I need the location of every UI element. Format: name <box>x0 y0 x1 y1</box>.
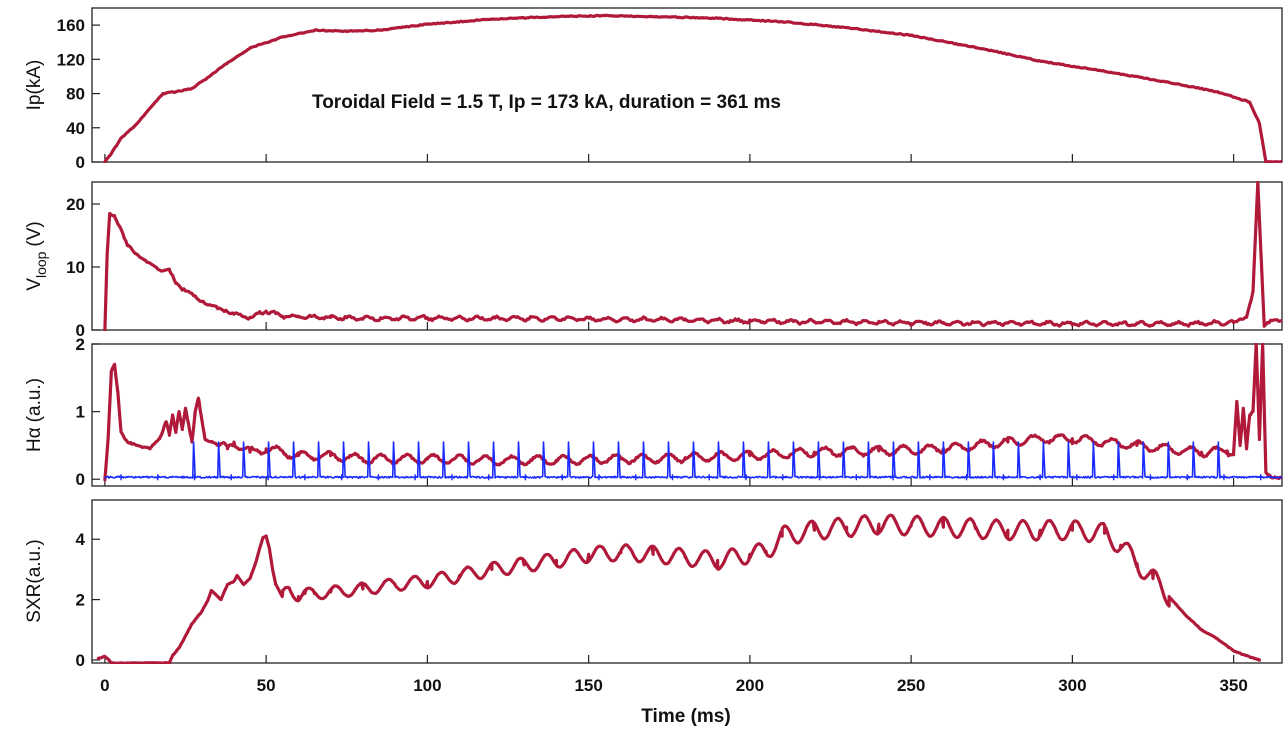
vloop-axis-label-sub: loop <box>33 251 49 278</box>
x-axis-label: Time (ms) <box>641 706 730 727</box>
vloop-series-0-line <box>103 181 1282 331</box>
plasma-annotation: Toroidal Field = 1.5 T, Ip = 173 kA, dur… <box>312 92 781 113</box>
panel-ip-frame <box>91 7 1283 163</box>
halpha-baseline-marker <box>890 474 897 481</box>
halpha-baseline-marker <box>1110 474 1117 481</box>
panel-vloop-frame <box>91 181 1283 331</box>
halpha-baseline-marker <box>301 474 308 481</box>
halpha-baseline-marker <box>706 474 713 481</box>
panel-sxr-content: 0 2 4 0 50 100 150 200 250 300 350 <box>76 513 1262 695</box>
vloop-ytick-label: 20 <box>66 195 85 214</box>
halpha-series-1-line <box>104 441 1282 479</box>
halpha-baseline-marker <box>485 474 492 481</box>
halpha-baseline-marker <box>522 474 529 481</box>
xtick-label: 0 <box>100 676 109 695</box>
halpha-series-0-line <box>103 343 1282 482</box>
panel-halpha-content: 0 1 2 <box>76 335 1282 489</box>
halpha-baseline-marker <box>191 474 198 481</box>
xtick-label: 150 <box>574 676 602 695</box>
vloop-axis-label: Vloop (V) <box>24 221 49 290</box>
xtick-label: 250 <box>897 676 925 695</box>
halpha-baseline-marker <box>118 474 125 481</box>
halpha-baseline-marker <box>559 474 566 481</box>
ip-ytick-label: 40 <box>66 119 85 138</box>
ip-axis-label: Ip(kA) <box>24 60 45 111</box>
halpha-baseline-marker <box>154 474 161 481</box>
halpha-ytick-label: 2 <box>76 335 85 354</box>
xtick-label: 50 <box>257 676 276 695</box>
vloop-axis-label-unit: (V) <box>24 221 45 246</box>
sxr-ytick-label: 2 <box>76 591 85 610</box>
halpha-baseline-marker <box>1184 474 1191 481</box>
xtick-label: 300 <box>1058 676 1086 695</box>
halpha-baseline-marker <box>1147 474 1154 481</box>
halpha-baseline-marker <box>228 474 235 481</box>
ip-ytick-label: 160 <box>57 16 85 35</box>
panel-halpha: 0 1 2 Hα (a.u.) <box>24 335 1283 489</box>
xtick-label: 200 <box>736 676 764 695</box>
halpha-baseline-marker <box>779 474 786 481</box>
sxr-ytick-label: 4 <box>76 530 86 549</box>
ip-ytick-label: 80 <box>66 85 85 104</box>
halpha-baseline-marker <box>1000 474 1007 481</box>
sxr-ytick-label: 0 <box>76 651 85 670</box>
panel-vloop: 0 10 20 Vloop (V) <box>24 181 1283 340</box>
ip-series-0-line <box>103 13 1282 163</box>
halpha-baseline-marker <box>926 474 933 481</box>
xtick-label: 100 <box>413 676 441 695</box>
vloop-axis-label-main: V <box>24 278 45 291</box>
halpha-baseline-marker <box>1257 474 1264 481</box>
panel-ip: 0 40 80 120 160 Ip(kA) Toroidal Field = 1.5 … <box>24 7 1283 172</box>
ip-ytick-label: 120 <box>57 50 85 69</box>
panel-vloop-content: 0 10 20 <box>66 181 1282 340</box>
halpha-baseline-marker <box>595 474 602 481</box>
halpha-baseline-marker <box>412 474 419 481</box>
halpha-baseline-marker <box>265 474 272 481</box>
halpha-baseline-marker <box>448 474 455 481</box>
sxr-axis-label: SXR(a.u.) <box>24 539 45 622</box>
halpha-ytick-label: 0 <box>76 470 85 489</box>
sxr-series-0-line <box>96 513 1262 664</box>
halpha-baseline-marker <box>963 474 970 481</box>
halpha-baseline-marker <box>1220 474 1227 481</box>
halpha-axis-label-main: Hα <box>24 427 45 452</box>
ip-ytick-label: 0 <box>76 153 85 172</box>
halpha-baseline-marker <box>816 474 823 481</box>
halpha-baseline-marker <box>743 474 750 481</box>
vloop-ytick-label: 0 <box>76 321 85 340</box>
halpha-baseline-marker <box>375 474 382 481</box>
halpha-baseline-marker <box>338 474 345 481</box>
panel-halpha-frame <box>91 343 1283 487</box>
vloop-ytick-label: 10 <box>66 258 85 277</box>
panel-sxr: 0 2 4 0 50 100 150 200 250 300 350 SXR(a.u.) Time … <box>24 499 1283 727</box>
panel-ip-content: 0 40 80 120 160 <box>57 13 1282 172</box>
halpha-baseline-marker <box>853 474 860 481</box>
halpha-baseline-marker <box>1037 474 1044 481</box>
xtick-label: 350 <box>1219 676 1247 695</box>
halpha-axis-label-unit: (a.u.) <box>24 378 45 422</box>
halpha-baseline-marker <box>1073 474 1080 481</box>
halpha-baseline-marker <box>669 474 676 481</box>
halpha-ytick-label: 1 <box>76 403 85 422</box>
panel-sxr-frame <box>91 499 1283 664</box>
halpha-axis-label: Hα (a.u.) <box>24 378 45 452</box>
halpha-baseline-marker <box>632 474 639 481</box>
